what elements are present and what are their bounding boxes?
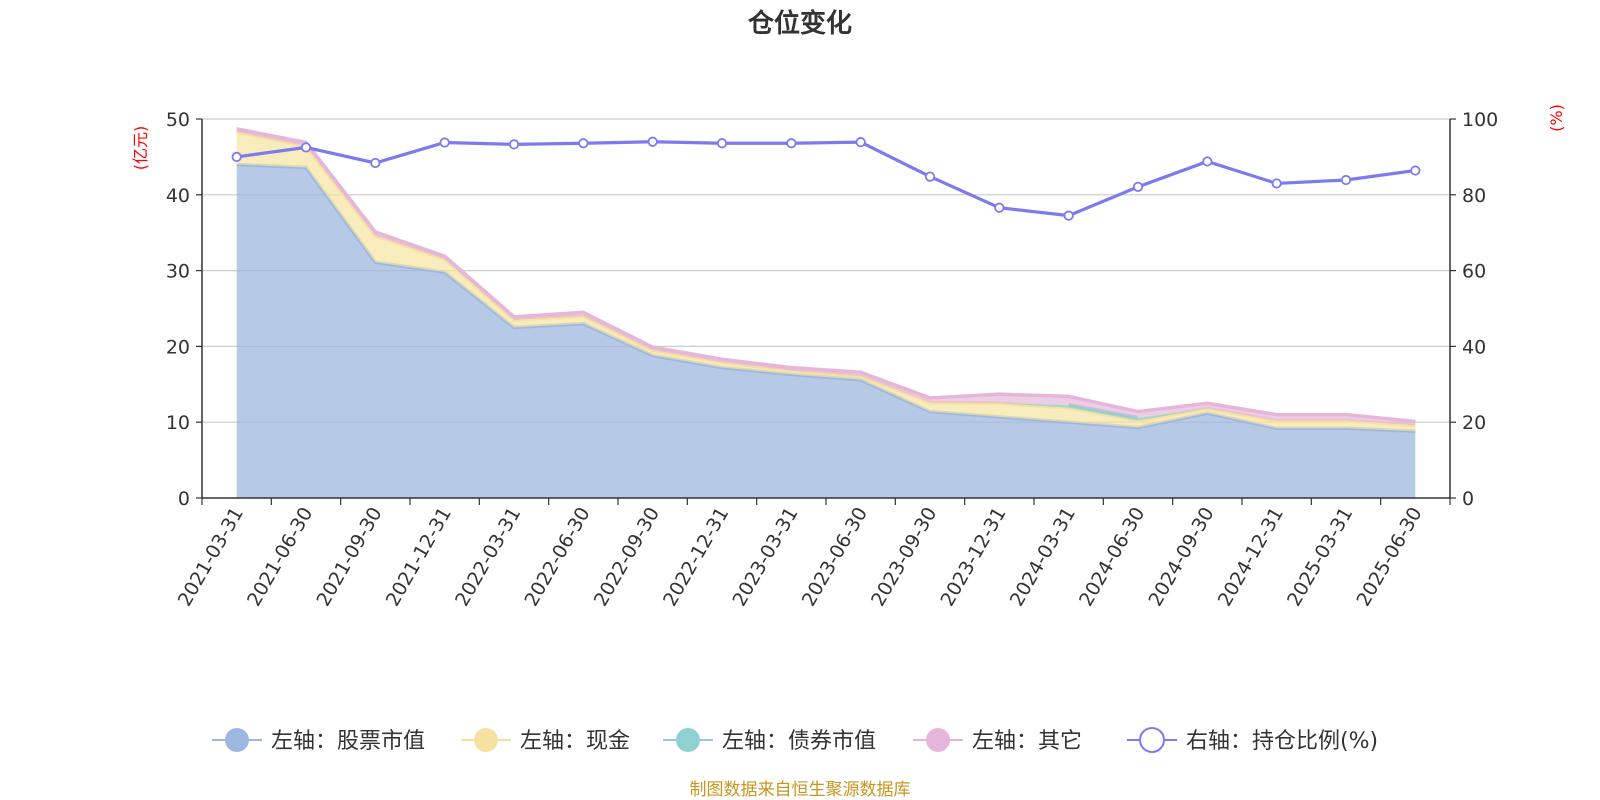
right-axis-tick-label: 40 [1462, 336, 1486, 358]
legend-item-1[interactable]: 左轴：股票市值 [212, 728, 425, 754]
x-axis-tick-label: 2023-09-30 [867, 504, 941, 611]
legend-marker [926, 728, 950, 752]
legend-label: 左轴：现金 [520, 729, 630, 754]
stacked-areas [236, 127, 1416, 499]
x-axis-tick-label: 2021-06-30 [243, 504, 317, 611]
legend-marker [676, 728, 700, 752]
legend-item-3[interactable]: 左轴：债券市值 [663, 728, 876, 754]
x-axis-tick-label: 2023-06-30 [798, 504, 872, 611]
legend-label: 左轴：股票市值 [271, 729, 425, 754]
ratio-point [855, 137, 866, 148]
ratio-point [1340, 174, 1352, 186]
ratio-point [647, 136, 658, 147]
x-axis-tick-label: 2022-12-31 [659, 504, 733, 611]
area-1 [236, 164, 1416, 499]
ratio-point [370, 157, 381, 169]
ratio-point [786, 138, 797, 149]
ratio-line [236, 140, 1416, 218]
x-axis-tick-label: 2022-09-30 [590, 504, 664, 611]
ratio-point [1271, 178, 1282, 189]
legend-label: 右轴：持仓比例(%) [1186, 729, 1378, 754]
right-axis-tick-label: 100 [1462, 109, 1498, 131]
area-line-4 [236, 127, 1416, 424]
legend-item-5[interactable]: 右轴：持仓比例(%) [1127, 727, 1378, 754]
left-axis-tick-label: 20 [166, 336, 190, 358]
x-axis-tick-label: 2021-09-30 [312, 504, 386, 611]
legend[interactable]: 左轴：股票市值 左轴：现金 左轴：债券市值 左轴：其它 右轴：持仓比例(%) [212, 727, 1378, 754]
right-axis-tick-label: 0 [1462, 488, 1474, 510]
x-axis-tick-label: 2024-06-30 [1075, 504, 1149, 611]
right-axis-unit: (%) [1547, 104, 1566, 132]
ratio-point [231, 151, 242, 162]
right-axis-tick-label: 80 [1462, 185, 1486, 207]
left-axis-unit: (亿元) [131, 126, 150, 171]
ratio-point [1132, 181, 1144, 192]
ratio-point [1063, 210, 1074, 221]
holding-ratio-line [231, 136, 1421, 221]
ratio-point [578, 138, 589, 149]
left-axis-tick-label: 30 [166, 261, 190, 283]
data-source-note: 制图数据来自恒生聚源数据库 [690, 780, 911, 800]
ratio-point [1410, 165, 1421, 176]
legend-marker [474, 728, 498, 752]
right-axis-tick-label: 20 [1462, 412, 1486, 434]
x-axis-tick-label: 2021-03-31 [174, 504, 248, 611]
ratio-point [508, 139, 520, 150]
left-axis-tick-label: 40 [166, 185, 190, 207]
legend-item-4[interactable]: 左轴：其它 [913, 728, 1082, 754]
x-axis-tick-label: 2023-03-31 [728, 504, 802, 611]
legend-marker [225, 728, 249, 752]
x-axis-tick-label: 2024-12-31 [1214, 504, 1288, 611]
left-axis-tick-label: 10 [166, 412, 190, 434]
x-axis-tick-label: 2021-12-31 [382, 504, 456, 611]
legend-item-2[interactable]: 左轴：现金 [461, 728, 630, 754]
x-axis-tick-label: 2025-03-31 [1283, 504, 1357, 611]
left-axis-tick-label: 50 [166, 109, 190, 131]
right-axis-tick-label: 60 [1462, 261, 1486, 283]
legend-label: 左轴：债券市值 [722, 729, 876, 754]
chart-title: 仓位变化 [747, 8, 852, 39]
x-axis-tick-label: 2024-09-30 [1144, 504, 1218, 611]
ratio-point [1202, 156, 1213, 167]
ratio-point [716, 138, 728, 149]
ratio-point [994, 202, 1005, 213]
left-axis-tick-label: 0 [178, 488, 190, 510]
ratio-point [924, 171, 936, 182]
ratio-point [300, 142, 312, 153]
ratio-point [439, 137, 450, 148]
x-axis-tick-label: 2023-12-31 [936, 504, 1010, 611]
legend-marker [1139, 727, 1165, 753]
x-axis-tick-label: 2022-03-31 [451, 504, 525, 611]
legend-label: 左轴：其它 [972, 729, 1082, 754]
x-axis-tick-label: 2024-03-31 [1006, 504, 1080, 611]
x-axis-tick-label: 2025-06-30 [1352, 504, 1426, 611]
x-axis-tick-label: 2022-06-30 [520, 504, 594, 611]
